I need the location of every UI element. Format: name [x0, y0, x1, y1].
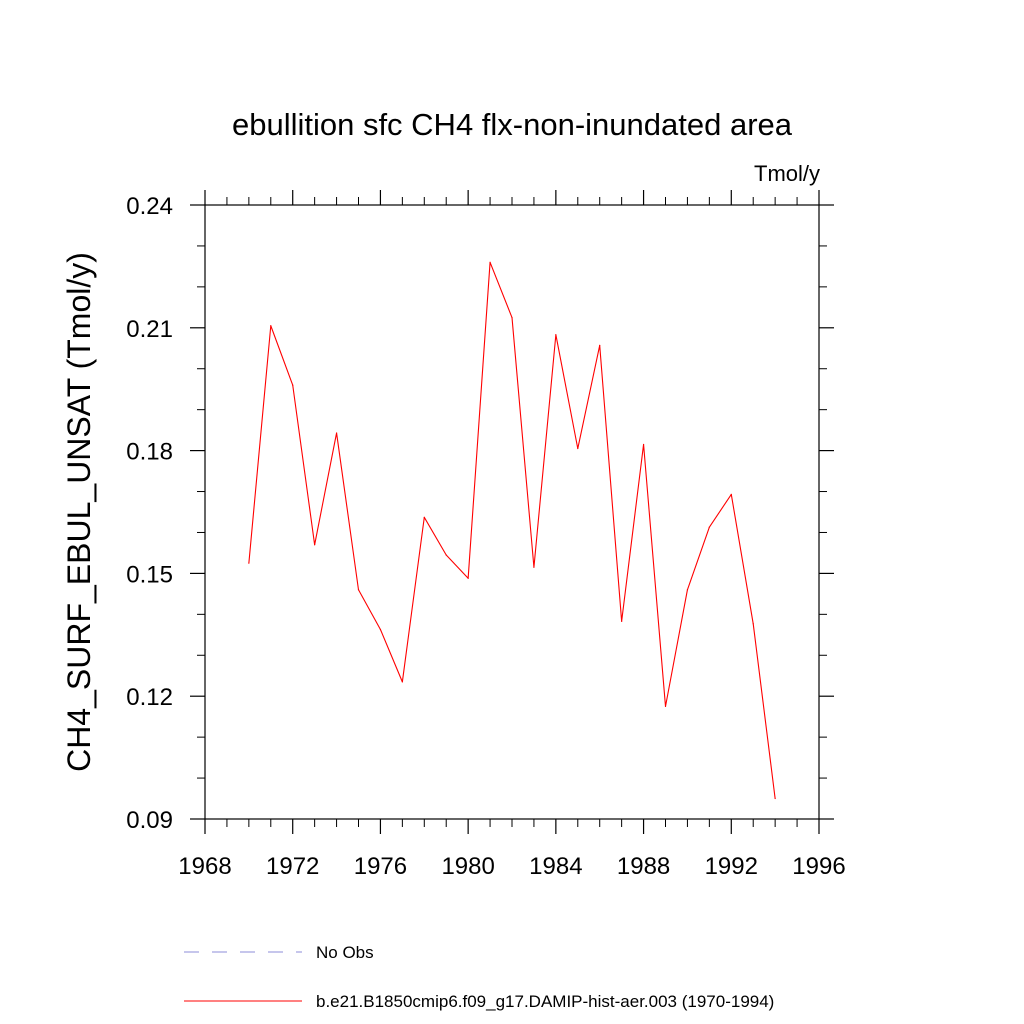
- y-tick-label: 0.09: [126, 807, 173, 834]
- data-point: [401, 681, 403, 683]
- data-point: [577, 447, 579, 450]
- data-point: [664, 705, 667, 708]
- legend-label: No Obs: [316, 943, 374, 962]
- data-point: [335, 432, 338, 434]
- y-tick-label: 0.18: [126, 439, 173, 466]
- data-point: [292, 384, 294, 386]
- x-tick-label: 1972: [266, 853, 319, 880]
- x-tick-label: 1996: [792, 853, 845, 880]
- y-tick-label: 0.12: [126, 684, 173, 711]
- data-point: [489, 261, 491, 263]
- data-point: [708, 526, 710, 528]
- data-point: [774, 797, 776, 800]
- data-point: [357, 589, 360, 591]
- y-tick-label: 0.15: [126, 561, 173, 588]
- data-point: [752, 623, 754, 625]
- y-tick-label: 0.24: [126, 193, 173, 220]
- data-point: [533, 566, 535, 568]
- units-label: Tmol/y: [754, 161, 820, 186]
- series-line: [248, 261, 776, 799]
- legend: No Obs b.e21.B1850cmip6.f09_g17.DAMIP-his…: [184, 943, 774, 1011]
- x-tick-label: 1968: [178, 853, 231, 880]
- x-tick-label: 1980: [441, 853, 494, 880]
- axis-ticks: [190, 190, 834, 834]
- x-tick-label: 1984: [529, 853, 582, 880]
- legend-label: b.e21.B1850cmip6.f09_g17.DAMIP-hist-aer.…: [316, 992, 774, 1011]
- data-point: [642, 443, 645, 446]
- data-point: [730, 493, 732, 495]
- data-point: [511, 316, 513, 319]
- y-axis-title: CH4_SURF_EBUL_UNSAT (Tmol/y): [61, 252, 97, 772]
- x-tick-label: 1992: [705, 853, 758, 880]
- plot-frame: [204, 204, 820, 820]
- data-point: [555, 334, 557, 336]
- series-layer: [248, 261, 776, 800]
- data-point: [270, 325, 272, 327]
- data-point: [621, 620, 623, 622]
- data-point: [248, 562, 250, 564]
- data-point: [314, 544, 316, 546]
- data-point: [379, 628, 382, 631]
- data-point: [467, 577, 469, 579]
- x-tick-label: 1988: [617, 853, 670, 880]
- axis-tick-labels: 1968 1972 1976 1980 1984 1988 1992 1996 0.09 0.12…: [126, 193, 845, 880]
- data-point: [423, 516, 425, 518]
- y-tick-label: 0.21: [126, 316, 173, 343]
- x-tick-label: 1976: [354, 853, 407, 880]
- data-point: [599, 344, 601, 347]
- chart-title: ebullition sfc CH4 flx-non-inundated are…: [232, 107, 793, 142]
- data-point: [445, 554, 447, 556]
- data-point: [686, 589, 689, 591]
